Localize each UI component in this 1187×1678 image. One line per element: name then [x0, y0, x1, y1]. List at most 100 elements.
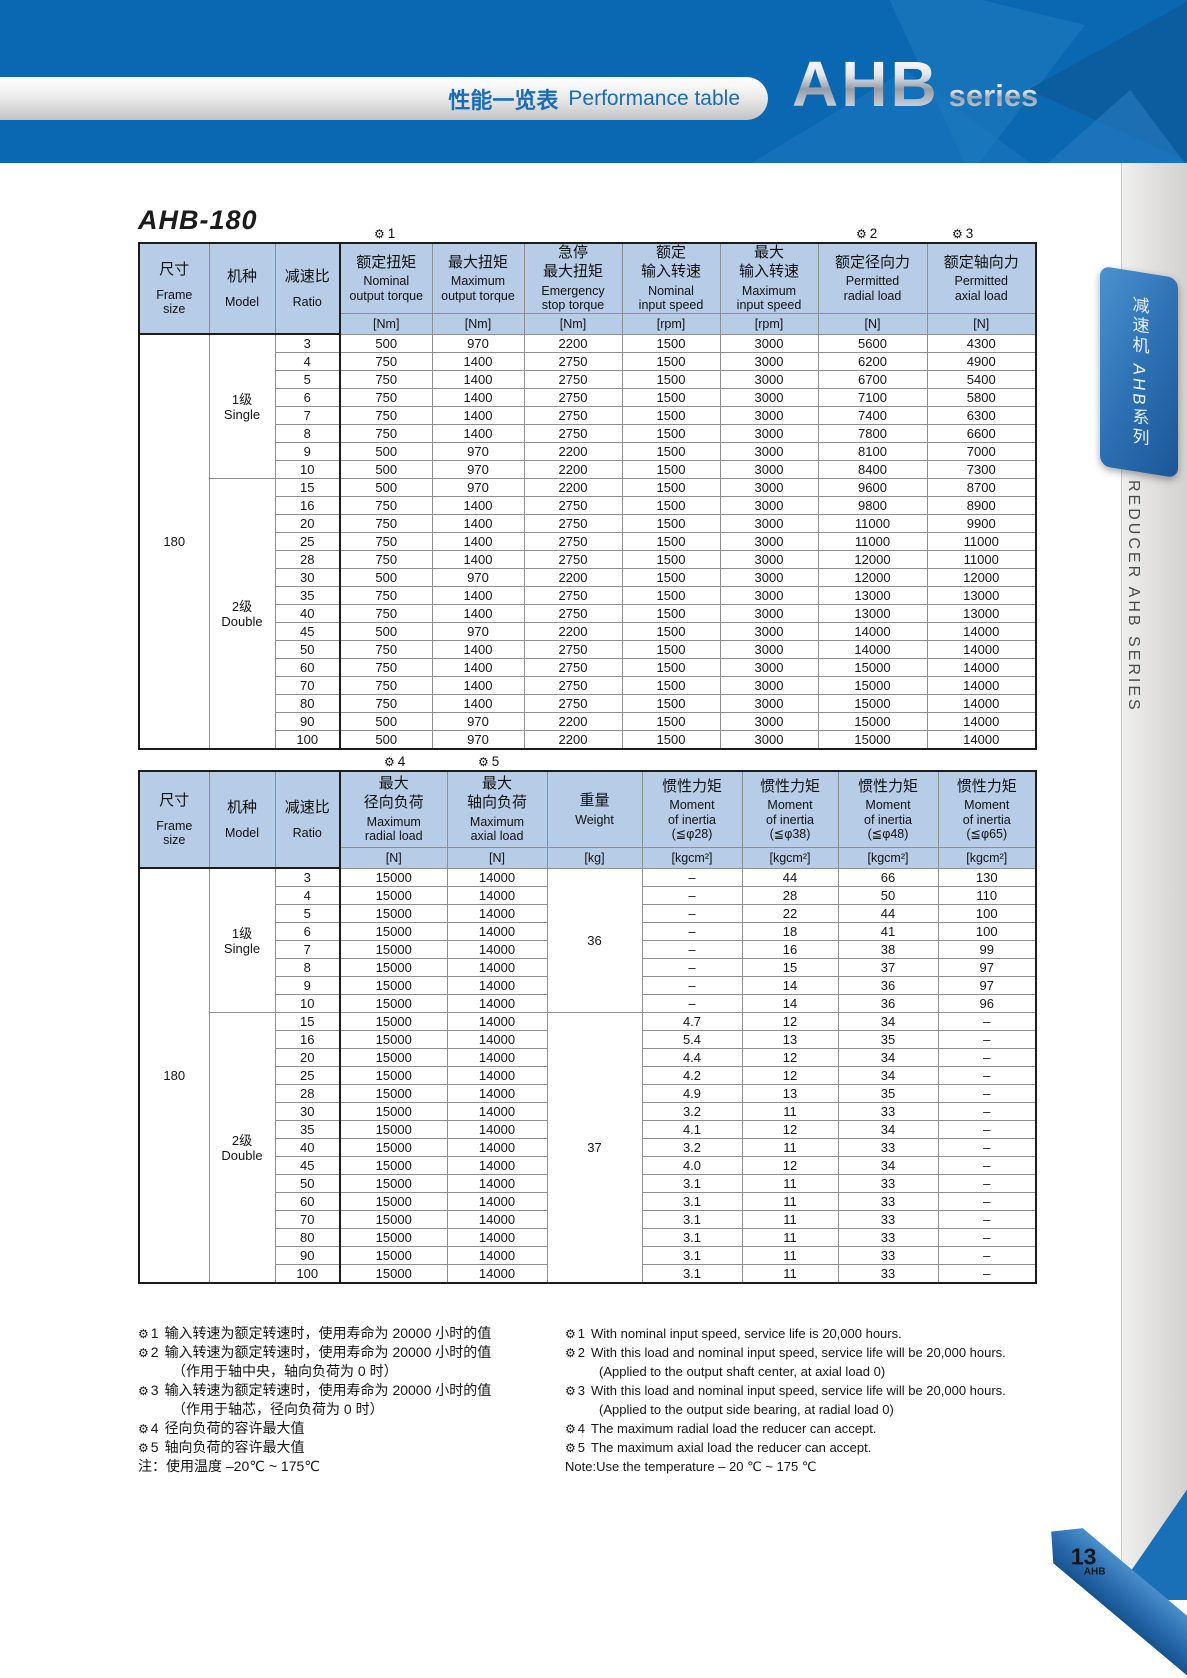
data-cell: 15000	[339, 1066, 448, 1085]
marker-number: 3	[965, 226, 974, 241]
data-cell: 3000	[719, 604, 819, 623]
gear-icon: ⚙	[374, 226, 385, 241]
footnote-text: 径向负荷的容许最大值	[164, 1420, 305, 1436]
table-row: 6 15000 14000 –18 41 100	[139, 922, 1037, 941]
data-cell: 15000	[339, 922, 448, 941]
frame-size-cell: 180	[138, 333, 210, 750]
footnote-line: ⚙ 4 The maximum radial load the reducer ca…	[565, 1419, 1078, 1438]
unit-cell: [kgcm²]	[937, 846, 1037, 869]
data-cell: 970	[431, 478, 525, 497]
column-header: 惯性力矩 Moment of inertia (≦φ38)	[741, 770, 839, 848]
data-cell: 15000	[339, 958, 448, 977]
table-row: 28 750 1400 2750 1500 3000 12000 11000	[139, 550, 1037, 569]
data-cell: 1400	[431, 550, 525, 569]
data-cell: 110	[937, 886, 1037, 905]
data-cell: 9600	[817, 478, 928, 497]
data-cell: 5600	[817, 333, 928, 353]
data-cell: 6300	[926, 406, 1037, 425]
data-cell: 15000	[339, 904, 448, 923]
data-cell: 2200	[523, 712, 623, 731]
footnote-text: The maximum radial load the reducer can …	[591, 1421, 877, 1436]
top-banner: 性能一览表 Performance table AHB series	[0, 0, 1187, 163]
footnote-marker-number: 5	[150, 1439, 159, 1455]
data-cell: 33	[837, 1174, 939, 1193]
footnote-marker-number: 1	[577, 1326, 585, 1341]
data-cell: 14000	[926, 730, 1037, 750]
data-cell: –	[641, 958, 743, 977]
unit-row: [N] [N] [kg] [kgcm²] [kgcm²] [kgcm²] [kgcm²]	[139, 846, 1037, 869]
marker-number: 5	[491, 754, 500, 769]
column-header: 机种 Model	[208, 242, 276, 335]
gear-icon: ⚙	[138, 1326, 149, 1341]
data-cell: 750	[339, 406, 433, 425]
column-header: 惯性力矩 Moment of inertia (≦φ65)	[937, 770, 1037, 848]
data-cell: 4.1	[641, 1120, 743, 1139]
data-cell: –	[641, 886, 743, 905]
column-header-zh: 急停 最大扭矩	[542, 244, 603, 280]
ratio-cell: 8	[274, 424, 341, 443]
table-row: 8 750 1400 2750 1500 3000 7800 6600	[139, 424, 1037, 443]
table-row: 2级 Double 15 500 970 2200 1500 3000 9600 8700	[139, 478, 1037, 750]
column-header-zh: 额定径向力	[834, 253, 910, 271]
data-cell: 14	[741, 994, 839, 1013]
data-cell: –	[937, 1192, 1037, 1211]
data-cell: 2200	[523, 622, 623, 641]
data-cell: 14000	[446, 1030, 548, 1049]
footnote-subline: (Applied to the output shaft center, at …	[599, 1364, 886, 1379]
unit-cell: [rpm]	[719, 312, 819, 335]
data-cell: 44	[837, 904, 939, 923]
data-cell: 14000	[446, 994, 548, 1013]
data-cell: 3000	[719, 712, 819, 731]
table-row: 90 500 970 2200 1500 3000 15000 14000	[139, 712, 1037, 731]
ratio-cell: 9	[274, 442, 341, 461]
series-brand: AHB series	[792, 52, 1038, 116]
table-head: 尺寸 Frame size 机种 Model 减速比 Ratio 最大 径向负荷 Maximu…	[138, 770, 1037, 869]
data-cell: 34	[837, 1066, 939, 1085]
data-cell: 38	[837, 940, 939, 959]
table-row: 25 750 1400 2750 1500 3000 11000 11000	[139, 532, 1037, 551]
data-cell: –	[937, 1138, 1037, 1157]
data-cell: 3000	[719, 568, 819, 587]
table-row: 6 750 1400 2750 1500 3000 7100 5800	[139, 388, 1037, 407]
data-cell: 3000	[719, 352, 819, 371]
table-row: 2级 Double 15 15000 14000 37 4.7 12 34–	[139, 1012, 1037, 1284]
column-header-en: Moment of inertia (≦φ28)	[668, 798, 716, 841]
data-cell: 750	[339, 640, 433, 659]
table-row: 4 750 1400 2750 1500 3000 6200 4900	[139, 352, 1037, 371]
data-cell: 14000	[446, 940, 548, 959]
data-cell: 3.2	[641, 1102, 743, 1121]
column-header-en: Emergency stop torque	[541, 283, 605, 312]
ratio-cell: 40	[274, 604, 341, 623]
ratio-cell: 35	[274, 586, 341, 605]
data-cell: 3000	[719, 424, 819, 443]
column-header: 急停 最大扭矩 Emergency stop torque	[523, 242, 623, 314]
data-cell: –	[937, 1174, 1037, 1193]
table-row: 100 15000 14000 3.1 11 33–	[139, 1264, 1037, 1284]
data-cell: 7000	[926, 442, 1037, 461]
ratio-cell: 60	[274, 658, 341, 677]
footnote-line: ⚙ 2 With this load and nominal input speed…	[565, 1343, 1078, 1362]
data-cell: 2750	[523, 388, 623, 407]
gear-icon: ⚙	[565, 1383, 576, 1398]
data-cell: 4300	[926, 333, 1037, 353]
unit-cell: [N]	[926, 312, 1037, 335]
footnote-marker-number: 1	[150, 1325, 159, 1341]
column-header-en: Maximum input speed	[736, 283, 802, 312]
data-cell: 100	[937, 922, 1037, 941]
data-cell: 3.1	[641, 1210, 743, 1229]
column-header-en: Nominal input speed	[638, 283, 704, 312]
column-header: 额定轴向力 Permitted axial load	[926, 242, 1037, 314]
data-cell: 1500	[621, 406, 721, 425]
footnotes: ⚙ 1 输入转速为额定转速时，使用寿命为 20000 小时的值 ⚙ 2 输入转速为额定转速…	[138, 1324, 1078, 1476]
column-header: 惯性力矩 Moment of inertia (≦φ48)	[837, 770, 939, 848]
column-header-en: Moment of inertia (≦φ48)	[864, 798, 912, 841]
data-cell: 12	[741, 1156, 839, 1175]
data-cell: 7800	[817, 424, 928, 443]
data-cell: 9800	[817, 496, 928, 515]
footnote-line: ⚙ 5 The maximum axial load the reducer can…	[565, 1438, 1078, 1457]
data-cell: 33	[837, 1210, 939, 1229]
data-cell: 8100	[817, 442, 928, 461]
data-cell: 11	[741, 1192, 839, 1211]
gear-icon: ⚙	[138, 1440, 149, 1455]
data-cell: 1500	[621, 460, 721, 479]
